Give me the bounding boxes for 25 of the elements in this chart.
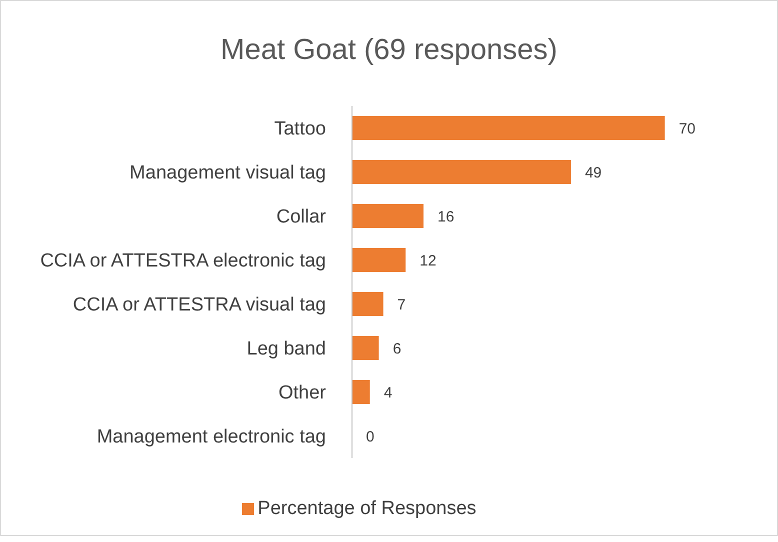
legend-label: Percentage of Responses [258, 498, 476, 519]
y-tick-label: Management visual tag [130, 162, 326, 184]
y-tick-label: Tattoo [274, 118, 326, 140]
data-label: 0 [366, 428, 374, 446]
bar [352, 292, 384, 316]
y-tick-label: Leg band [246, 338, 326, 360]
y-tick-label: Management electronic tag [96, 426, 326, 448]
chart-title: Meat Goat (69 responses) [220, 34, 558, 67]
data-label: 70 [678, 120, 696, 138]
bar [352, 336, 379, 360]
data-label: 16 [438, 208, 454, 226]
y-tick-label: CCIA or ATTESTRA electronic tag [40, 250, 326, 272]
bar [352, 248, 406, 272]
y-tick-label: CCIA or ATTESTRA visual tag [72, 294, 326, 316]
y-tick-label: Collar [276, 206, 327, 228]
y-tick-label: Other [278, 382, 327, 404]
data-label: 12 [420, 252, 436, 270]
data-label: 49 [584, 164, 602, 182]
data-label: 6 [392, 340, 402, 358]
bar [352, 380, 370, 404]
bar [352, 204, 424, 228]
bar [352, 116, 665, 140]
bar [352, 160, 571, 184]
data-label: 7 [397, 296, 406, 314]
data-label: 4 [384, 384, 392, 402]
